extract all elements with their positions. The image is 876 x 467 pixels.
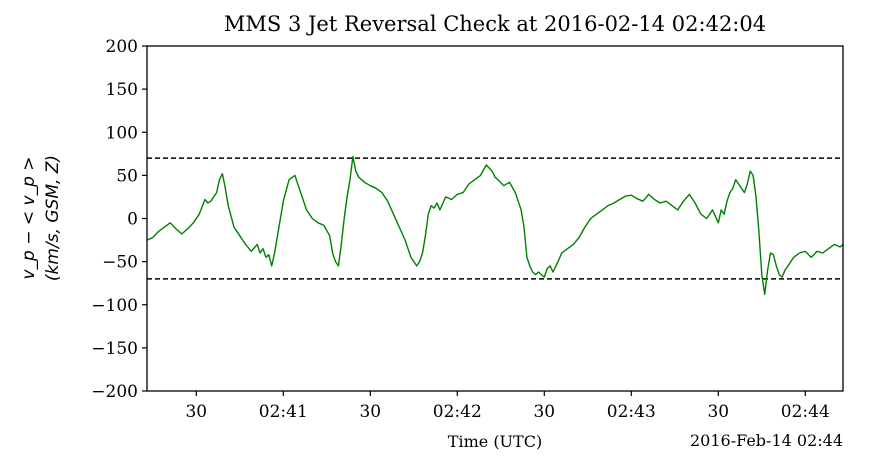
- x-tick-label: 02:44: [781, 402, 830, 422]
- x-tick-label: 30: [533, 402, 555, 422]
- series-layer: [146, 155, 844, 296]
- y-tick-label: 50: [116, 166, 138, 186]
- y-tick-label: −150: [91, 339, 138, 359]
- x-axis: 30 02:41 30 02:42 30 02:43 30 02:44: [185, 391, 830, 422]
- y-axis-label-line1: v_p − < v_p >: [19, 156, 39, 279]
- plot-frame: [146, 45, 844, 392]
- x-tick-label: 02:43: [607, 402, 656, 422]
- x-axis-offset-label: 2016-Feb-14 02:44: [690, 431, 843, 450]
- x-tick-label: 02:42: [433, 402, 482, 422]
- y-axis: −200 −150 −100 −50 0 50 100 150 200: [91, 37, 147, 402]
- y-tick-label: −200: [91, 382, 138, 402]
- x-tick-label: 30: [185, 402, 207, 422]
- y-axis-label-line2: (km/s, GSM, Z): [43, 155, 63, 281]
- x-tick-label: 30: [707, 402, 729, 422]
- chart-title: MMS 3 Jet Reversal Check at 2016-02-14 0…: [224, 12, 766, 36]
- x-tick-label: 30: [359, 402, 381, 422]
- y-tick-label: −100: [91, 296, 138, 316]
- x-tick-label: 02:41: [259, 402, 308, 422]
- y-tick-label: 150: [106, 80, 138, 100]
- y-tick-label: 0: [127, 210, 138, 230]
- x-axis-label: Time (UTC): [448, 432, 542, 451]
- y-tick-label: −50: [102, 253, 138, 273]
- y-tick-label: 100: [106, 123, 138, 143]
- series-line-0: [146, 155, 844, 296]
- y-tick-label: 200: [106, 37, 138, 57]
- threshold-lines: [147, 157, 843, 280]
